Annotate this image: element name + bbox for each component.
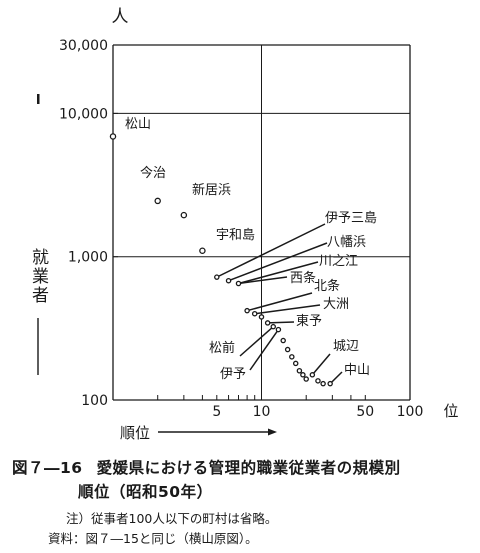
figure-caption: 図７―16 愛媛県における管理的職業従業者の規模別 xyxy=(12,456,401,480)
x-tick-label: 10 xyxy=(253,404,271,420)
grid-layer xyxy=(113,45,410,400)
leader-line xyxy=(228,242,328,282)
figure-number: 図７―16 xyxy=(12,459,83,477)
figure-title-line1: 愛媛県における管理的職業従業者の規模別 xyxy=(96,459,401,477)
data-point xyxy=(327,380,333,387)
y-tick-label: 100 xyxy=(81,393,108,409)
point-label: 川之江 xyxy=(319,254,358,269)
point-label: 城辺 xyxy=(333,339,359,354)
note-exclusion: 注）従事者100人以下の町村は省略。 xyxy=(66,511,278,526)
data-point xyxy=(309,372,316,378)
point-label: 中山 xyxy=(344,363,370,378)
data-point xyxy=(264,320,271,326)
point-label: 北条 xyxy=(314,278,340,294)
point-layer xyxy=(109,133,333,387)
point-label: 東予 xyxy=(296,313,322,329)
leader-line xyxy=(329,371,343,385)
x-axis-label: 順位 xyxy=(120,424,150,442)
point-label: 松前 xyxy=(209,340,235,356)
point-label: 新居浜 xyxy=(192,182,231,198)
point-label: 大洲 xyxy=(323,297,349,312)
data-point xyxy=(303,376,309,382)
figure-title-line2: 順位（昭和50年） xyxy=(78,483,213,501)
y-tick-label: 10,000 xyxy=(59,106,108,122)
point-label: 今治 xyxy=(140,165,166,181)
leader-line xyxy=(254,304,321,315)
y-axis-title: 就業者 xyxy=(28,94,49,375)
data-point xyxy=(180,211,188,219)
data-point xyxy=(225,277,232,284)
data-point xyxy=(244,307,250,314)
data-point xyxy=(280,337,286,344)
data-point xyxy=(109,133,117,140)
data-point xyxy=(251,310,258,317)
leader-line xyxy=(238,276,288,285)
x-end-label: 位 xyxy=(443,402,458,420)
data-point xyxy=(292,360,299,367)
data-point xyxy=(320,380,326,387)
x-tick-label: 5 xyxy=(212,404,221,420)
y-tick-label: 30,000 xyxy=(59,38,108,54)
leader-layer xyxy=(216,223,343,385)
data-point xyxy=(296,367,303,374)
leader-line xyxy=(238,261,319,285)
leader-line xyxy=(246,292,313,312)
leader-line xyxy=(249,329,280,371)
leader-line xyxy=(267,321,295,324)
y-unit-label: 人 xyxy=(112,7,129,27)
axes-layer xyxy=(112,44,411,401)
data-point xyxy=(214,274,220,280)
leader-line xyxy=(239,326,274,357)
data-point xyxy=(199,247,206,255)
data-point xyxy=(315,378,321,384)
y-axis-label: 就業者 xyxy=(28,248,49,305)
x-tick-label: 50 xyxy=(356,404,374,420)
data-point xyxy=(289,354,295,360)
point-label: 西条 xyxy=(290,270,316,286)
x-axis-title: 順位 xyxy=(120,424,277,442)
leader-line xyxy=(311,353,331,376)
data-point xyxy=(235,280,242,287)
data-point xyxy=(258,314,265,320)
point-label: 伊予 xyxy=(220,367,246,382)
x-tick-label: 100 xyxy=(397,404,424,420)
point-label: 伊予三島 xyxy=(325,211,377,226)
data-point xyxy=(154,197,161,205)
point-label: 宇和島 xyxy=(216,228,255,243)
leader-line xyxy=(216,223,326,278)
data-point xyxy=(300,372,306,378)
tick-layer: 100 1,000 10,000 30,000 5 10 50 100 xyxy=(59,38,423,420)
data-point xyxy=(275,326,282,333)
data-point xyxy=(284,346,291,353)
y-tick-label: 1,000 xyxy=(68,250,108,266)
point-label: 八幡浜 xyxy=(327,235,366,250)
note-source: 資料：図７―15と同じ（横山原図）。 xyxy=(48,531,258,546)
data-point xyxy=(270,323,277,330)
point-label: 松山 xyxy=(125,117,151,132)
